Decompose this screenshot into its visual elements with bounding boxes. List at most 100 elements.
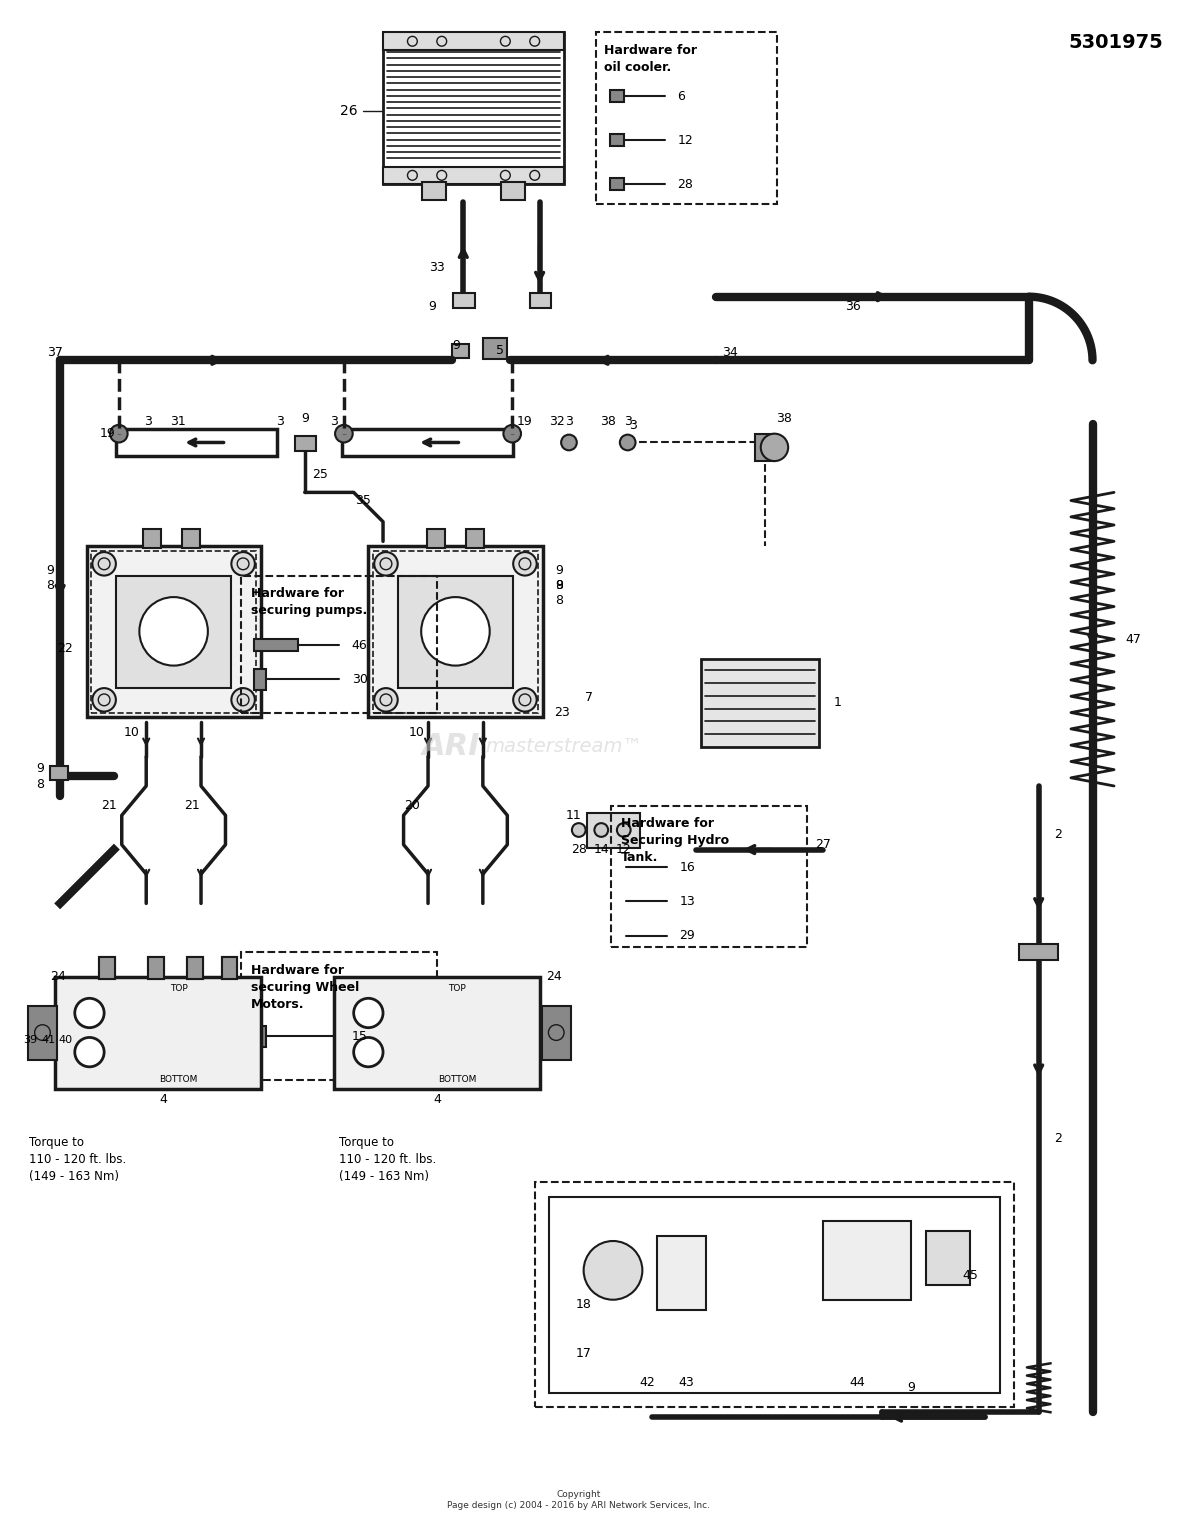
Text: 9: 9 xyxy=(46,563,54,577)
Bar xyxy=(657,1237,706,1310)
Bar xyxy=(398,576,513,689)
Bar xyxy=(483,337,507,359)
Text: TOP: TOP xyxy=(448,983,466,993)
Circle shape xyxy=(354,1037,384,1067)
Text: 43: 43 xyxy=(678,1376,694,1390)
Text: 47: 47 xyxy=(1126,632,1141,646)
Text: 28: 28 xyxy=(571,843,586,857)
Circle shape xyxy=(562,435,577,450)
Text: 11: 11 xyxy=(566,809,582,822)
Text: Hardware for
securing pumps.: Hardware for securing pumps. xyxy=(251,588,367,617)
Bar xyxy=(1020,945,1058,960)
Text: 9: 9 xyxy=(428,299,435,313)
Circle shape xyxy=(139,597,208,666)
Circle shape xyxy=(354,999,384,1028)
Circle shape xyxy=(92,689,116,712)
Text: 26: 26 xyxy=(340,104,358,118)
Text: 9: 9 xyxy=(452,339,460,353)
Bar xyxy=(334,977,539,1089)
Text: 34: 34 xyxy=(722,347,739,359)
Text: 4: 4 xyxy=(159,1093,166,1106)
Circle shape xyxy=(620,435,636,450)
Circle shape xyxy=(231,689,255,712)
Circle shape xyxy=(761,434,788,461)
Bar xyxy=(384,32,564,185)
Text: Hardware for
Securing Hydro
Tank.: Hardware for Securing Hydro Tank. xyxy=(621,817,729,864)
Bar xyxy=(542,1006,571,1060)
Text: ARI: ARI xyxy=(422,733,480,762)
Text: BOTTOM: BOTTOM xyxy=(159,1075,198,1084)
Text: Copyright
Page design (c) 2004 - 2016 by ARI Network Services, Inc.: Copyright Page design (c) 2004 - 2016 by… xyxy=(447,1489,710,1510)
Bar xyxy=(295,435,316,452)
Text: 41: 41 xyxy=(41,1035,55,1046)
Text: Torque to
110 - 120 ft. lbs.
(149 - 163 Nm): Torque to 110 - 120 ft. lbs. (149 - 163 … xyxy=(28,1136,126,1183)
Bar xyxy=(824,1222,911,1299)
Text: 4: 4 xyxy=(433,1093,441,1106)
Bar xyxy=(116,576,231,689)
Text: 9: 9 xyxy=(907,1382,916,1394)
Bar xyxy=(342,429,513,457)
Bar xyxy=(188,957,203,979)
Bar xyxy=(701,658,819,747)
Text: BOTTOM: BOTTOM xyxy=(438,1075,477,1084)
Circle shape xyxy=(617,823,630,837)
Text: 18: 18 xyxy=(576,1298,591,1312)
Text: masterstream™: masterstream™ xyxy=(486,738,643,756)
Text: 5: 5 xyxy=(497,344,505,357)
Circle shape xyxy=(110,425,127,443)
Bar xyxy=(550,1197,999,1393)
Text: 40: 40 xyxy=(59,1035,73,1046)
Circle shape xyxy=(74,999,104,1028)
Circle shape xyxy=(92,553,116,576)
Bar xyxy=(149,957,164,979)
Bar xyxy=(610,179,624,189)
Text: 5301975: 5301975 xyxy=(1068,32,1162,52)
Text: 3: 3 xyxy=(144,415,152,429)
Circle shape xyxy=(374,553,398,576)
Text: 19: 19 xyxy=(517,415,533,429)
Text: 37: 37 xyxy=(47,347,64,359)
Bar xyxy=(55,977,261,1089)
Text: 8: 8 xyxy=(46,579,54,592)
Text: 33: 33 xyxy=(430,261,445,273)
Bar xyxy=(91,551,256,713)
Text: 38: 38 xyxy=(601,415,616,429)
Text: 3: 3 xyxy=(629,420,636,432)
Bar xyxy=(183,528,201,548)
Text: Hardware for
oil cooler.: Hardware for oil cooler. xyxy=(604,44,697,75)
Bar xyxy=(610,134,624,147)
Text: 29: 29 xyxy=(680,930,695,942)
Bar xyxy=(384,32,564,50)
Bar xyxy=(99,957,114,979)
Bar xyxy=(241,953,437,1080)
Circle shape xyxy=(584,1241,642,1299)
Bar xyxy=(466,528,484,548)
Text: 19: 19 xyxy=(99,428,114,440)
Text: 44: 44 xyxy=(850,1376,865,1390)
Bar xyxy=(28,1006,57,1060)
Bar xyxy=(254,1026,266,1048)
Text: 21: 21 xyxy=(184,799,201,812)
Text: 45: 45 xyxy=(962,1269,978,1281)
Bar xyxy=(453,293,476,308)
Bar xyxy=(86,547,261,718)
Text: 15: 15 xyxy=(352,1031,368,1043)
Circle shape xyxy=(513,553,537,576)
Bar xyxy=(384,166,564,185)
Bar xyxy=(422,182,446,200)
Text: 39: 39 xyxy=(24,1035,38,1046)
Bar xyxy=(452,344,470,359)
Bar xyxy=(611,806,807,947)
Bar xyxy=(222,957,237,979)
Text: 10: 10 xyxy=(408,725,425,739)
Bar xyxy=(373,551,538,713)
Text: 3: 3 xyxy=(276,415,284,429)
Text: 38: 38 xyxy=(776,412,792,426)
Text: TOP: TOP xyxy=(170,983,188,993)
Bar xyxy=(222,957,237,979)
Bar xyxy=(99,957,114,979)
Bar xyxy=(530,293,551,308)
Text: 8: 8 xyxy=(37,777,45,791)
Bar xyxy=(254,640,297,651)
Bar xyxy=(610,90,624,102)
